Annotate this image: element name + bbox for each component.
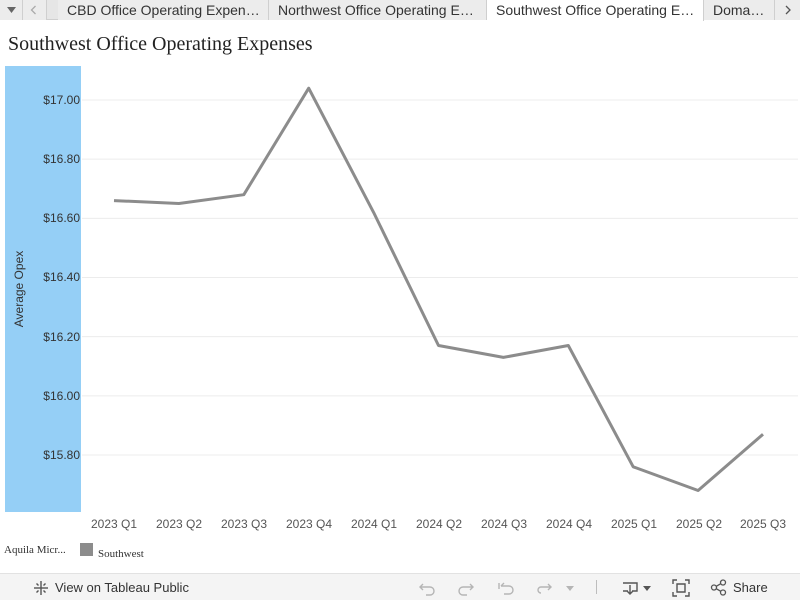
undo-button[interactable]	[418, 574, 436, 601]
undo-icon	[419, 583, 435, 596]
x-tick-label: 2024 Q1	[350, 517, 398, 531]
toolbar-divider	[596, 580, 597, 594]
redo-button[interactable]	[457, 574, 475, 601]
view-on-tableau-public-label: View on Tableau Public	[55, 580, 189, 595]
view-on-tableau-public-button[interactable]: View on Tableau Public	[33, 574, 189, 601]
tab-domain-office[interactable]: Domain O	[704, 0, 774, 20]
y-axis-header[interactable]	[5, 66, 81, 512]
data-point[interactable]	[435, 342, 443, 350]
refresh-icon	[537, 583, 552, 594]
y-tick-label: $16.80	[43, 152, 80, 166]
tab-northwest-office[interactable]: Northwest Office Operating Ex...	[269, 0, 487, 20]
x-tick-label: 2024 Q2	[415, 517, 463, 531]
chevron-left-icon	[30, 5, 36, 15]
chevron-right-icon	[785, 5, 791, 15]
data-point[interactable]	[175, 200, 183, 208]
data-point[interactable]	[499, 353, 507, 361]
data-point[interactable]	[564, 342, 572, 350]
revert-icon	[498, 582, 514, 595]
tab-cbd-office[interactable]: CBD Office Operating Expenses	[58, 0, 269, 20]
data-point[interactable]	[694, 487, 702, 495]
fullscreen-icon	[672, 578, 690, 597]
data-point[interactable]	[370, 208, 378, 216]
x-tick-label: 2023 Q1	[90, 517, 138, 531]
dropdown-triangle-icon	[7, 7, 16, 13]
x-tick-label: 2024 Q4	[545, 517, 593, 531]
tab-scroll-prev-button[interactable]	[23, 0, 47, 20]
x-tick-label: 2025 Q3	[739, 517, 787, 531]
page-title: Southwest Office Operating Expenses	[8, 33, 313, 55]
y-tick-label: $16.40	[43, 270, 80, 284]
legend-label[interactable]: Southwest	[98, 548, 144, 560]
data-point[interactable]	[240, 191, 248, 199]
x-tick-label: 2023 Q3	[220, 517, 268, 531]
sheet-tab-bar: CBD Office Operating Expenses Northwest …	[0, 0, 800, 21]
y-tick-label: $16.20	[43, 330, 80, 344]
download-button[interactable]	[621, 574, 652, 601]
download-icon	[623, 581, 638, 595]
data-point[interactable]	[110, 197, 118, 205]
data-point[interactable]	[759, 430, 767, 438]
legend-title: Aquila Micr...	[4, 544, 66, 556]
revert-button[interactable]	[497, 574, 515, 601]
share-icon	[710, 579, 727, 596]
refresh-button[interactable]	[535, 574, 553, 601]
bottom-toolbar: View on Tableau Public Share	[0, 573, 800, 600]
y-tick-label: $16.60	[43, 211, 80, 225]
data-point[interactable]	[305, 84, 313, 92]
series-line-southwest[interactable]	[113, 86, 764, 492]
tab-scroll-next-button[interactable]	[774, 0, 800, 20]
share-button[interactable]: Share	[710, 574, 768, 601]
legend-swatch[interactable]	[80, 543, 93, 556]
dropdown-triangle-icon	[566, 585, 574, 591]
x-tick-label: 2024 Q3	[480, 517, 528, 531]
x-tick-label: 2023 Q2	[155, 517, 203, 531]
x-tick-label: 2023 Q4	[285, 517, 333, 531]
y-tick-label: $16.00	[43, 389, 80, 403]
dropdown-triangle-icon	[643, 585, 651, 591]
x-tick-label: 2025 Q2	[675, 517, 723, 531]
tableau-logo-icon	[34, 580, 48, 595]
y-tick-label: $15.80	[43, 448, 80, 462]
redo-icon	[458, 583, 474, 596]
refresh-dropdown-button[interactable]	[565, 574, 575, 601]
tab-southwest-office[interactable]: Southwest Office Operating Ex...	[487, 0, 704, 21]
fullscreen-button[interactable]	[672, 574, 690, 601]
tab-menu-button[interactable]	[0, 0, 23, 20]
y-tick-label: $17.00	[43, 93, 80, 107]
data-point[interactable]	[629, 463, 637, 471]
share-label: Share	[733, 580, 768, 595]
x-tick-label: 2025 Q1	[610, 517, 658, 531]
